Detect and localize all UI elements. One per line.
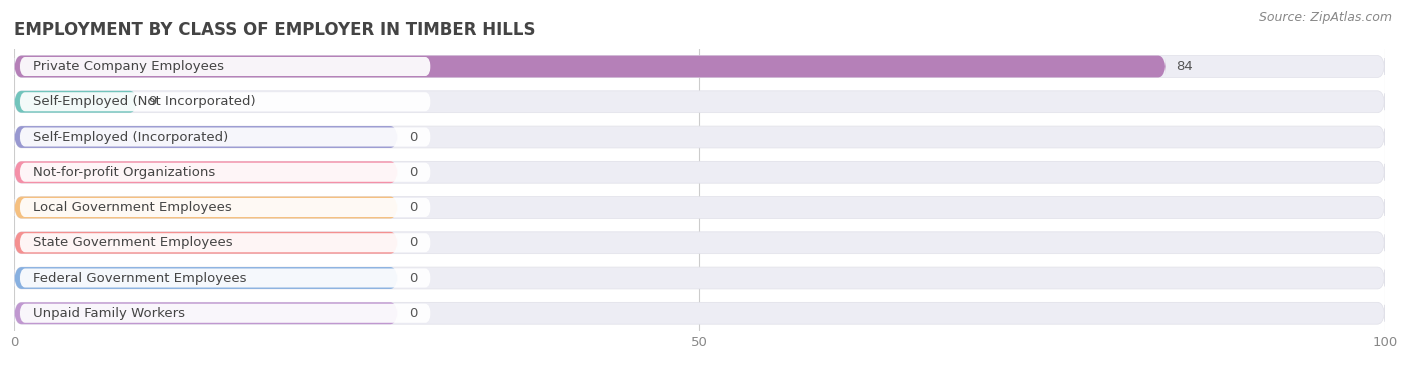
- Text: Local Government Employees: Local Government Employees: [34, 201, 232, 214]
- Text: 9: 9: [149, 95, 157, 108]
- FancyBboxPatch shape: [20, 92, 430, 111]
- FancyBboxPatch shape: [20, 233, 430, 252]
- Text: EMPLOYMENT BY CLASS OF EMPLOYER IN TIMBER HILLS: EMPLOYMENT BY CLASS OF EMPLOYER IN TIMBE…: [14, 21, 536, 39]
- FancyBboxPatch shape: [14, 267, 1385, 289]
- Text: 0: 0: [409, 166, 418, 179]
- Text: 0: 0: [409, 130, 418, 144]
- FancyBboxPatch shape: [14, 56, 1385, 77]
- FancyBboxPatch shape: [14, 91, 138, 113]
- Text: State Government Employees: State Government Employees: [34, 236, 233, 249]
- Text: Federal Government Employees: Federal Government Employees: [34, 271, 246, 285]
- FancyBboxPatch shape: [14, 161, 398, 183]
- FancyBboxPatch shape: [14, 161, 1385, 183]
- FancyBboxPatch shape: [20, 57, 430, 76]
- Text: 0: 0: [409, 307, 418, 320]
- FancyBboxPatch shape: [14, 91, 1385, 113]
- Text: Not-for-profit Organizations: Not-for-profit Organizations: [34, 166, 215, 179]
- Text: 0: 0: [409, 201, 418, 214]
- FancyBboxPatch shape: [14, 232, 1385, 254]
- FancyBboxPatch shape: [14, 197, 1385, 218]
- FancyBboxPatch shape: [14, 126, 398, 148]
- FancyBboxPatch shape: [14, 267, 398, 289]
- Text: 0: 0: [409, 236, 418, 249]
- Text: 84: 84: [1177, 60, 1194, 73]
- Text: Private Company Employees: Private Company Employees: [34, 60, 224, 73]
- Text: Self-Employed (Incorporated): Self-Employed (Incorporated): [34, 130, 229, 144]
- FancyBboxPatch shape: [14, 197, 398, 218]
- FancyBboxPatch shape: [20, 304, 430, 323]
- Text: Self-Employed (Not Incorporated): Self-Employed (Not Incorporated): [34, 95, 256, 108]
- Text: Unpaid Family Workers: Unpaid Family Workers: [34, 307, 186, 320]
- FancyBboxPatch shape: [14, 302, 1385, 324]
- FancyBboxPatch shape: [20, 127, 430, 147]
- FancyBboxPatch shape: [14, 302, 398, 324]
- Text: 0: 0: [409, 271, 418, 285]
- FancyBboxPatch shape: [14, 232, 398, 254]
- FancyBboxPatch shape: [20, 198, 430, 217]
- FancyBboxPatch shape: [14, 126, 1385, 148]
- Text: Source: ZipAtlas.com: Source: ZipAtlas.com: [1258, 11, 1392, 24]
- FancyBboxPatch shape: [20, 163, 430, 182]
- FancyBboxPatch shape: [14, 56, 1166, 77]
- FancyBboxPatch shape: [20, 268, 430, 288]
